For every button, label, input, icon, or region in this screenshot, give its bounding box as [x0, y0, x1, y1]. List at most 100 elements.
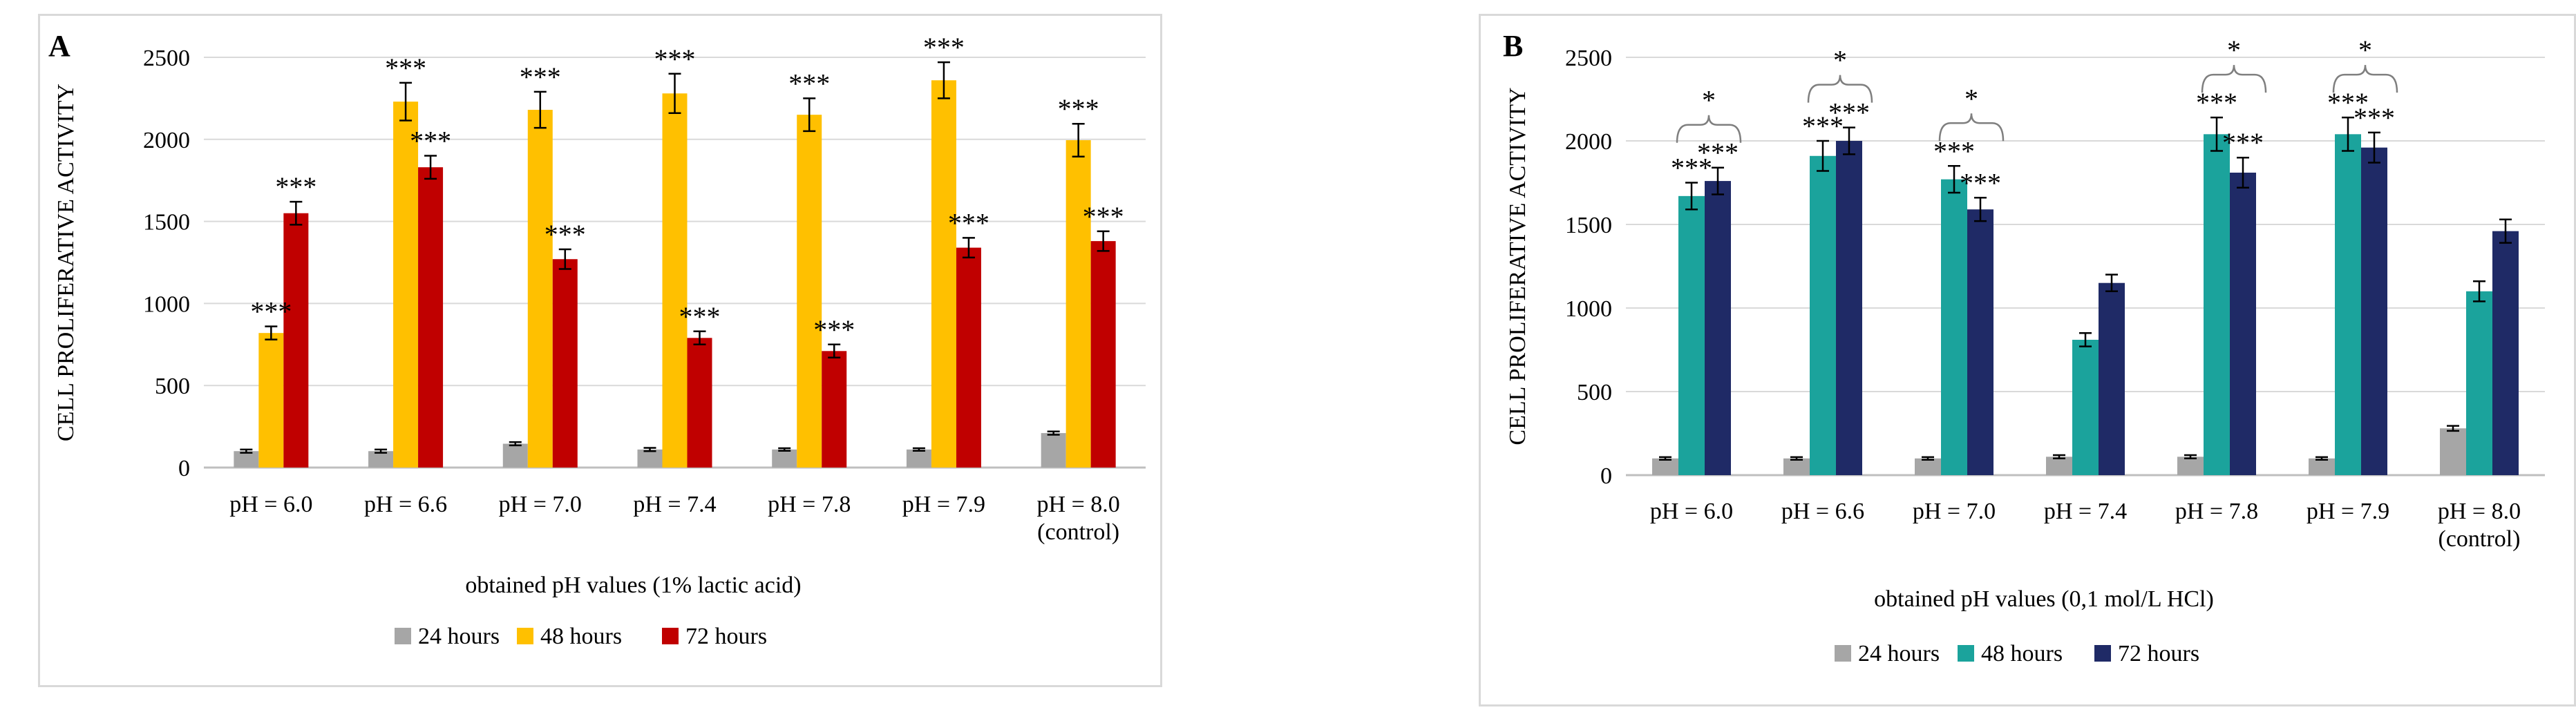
bar-24-hours — [1915, 458, 1941, 475]
y-tick-label: 2500 — [143, 46, 190, 71]
y-tick-label: 500 — [155, 374, 190, 399]
bar-48-hours — [2204, 134, 2230, 475]
significance-label: *** — [923, 32, 965, 63]
significance-label: *** — [544, 219, 586, 250]
x-tick-label: pH = 7.9 — [902, 492, 985, 517]
bar-48-hours — [1810, 155, 1836, 475]
bar-48-hours — [527, 110, 553, 468]
bar-72-hours — [1836, 141, 1862, 475]
bar-72-hours — [552, 259, 578, 468]
significance-label: *** — [1828, 97, 1870, 128]
significance-label: *** — [2354, 102, 2395, 133]
x-axis-title: obtained pH values (1% lactic acid) — [465, 573, 801, 598]
comparison-bracket — [1676, 115, 1742, 143]
x-tick-label: (control) — [1037, 519, 1119, 545]
bar-72-hours — [1090, 241, 1116, 468]
legend-swatch — [1835, 645, 1851, 662]
bar-48-hours — [2466, 291, 2492, 475]
x-tick-label: pH = 7.4 — [633, 492, 716, 517]
y-axis-title: CELL PROLIFERATIVE ACTIVITY — [53, 84, 79, 441]
x-axis-title: obtained pH values (0,1 mol/L HCl) — [1874, 586, 2214, 612]
legend-swatch — [395, 628, 411, 644]
chart-svg-b: B 0 500 1000 1500 2000 2500 CELL PROLIFERATIVE … — [1503, 29, 2545, 666]
bar-24-hours — [637, 449, 663, 468]
legend-label: 72 hours — [685, 624, 767, 649]
legend-label: 24 hours — [1858, 641, 1940, 666]
significance-label: *** — [385, 52, 426, 84]
legend-label: 24 hours — [418, 624, 500, 649]
legend-label: 48 hours — [1981, 641, 2063, 666]
significance-label: *** — [1960, 167, 2001, 198]
comparison-bracket — [2332, 65, 2398, 93]
bar-48-hours — [1941, 179, 1967, 475]
bar-24-hours — [1783, 458, 1810, 475]
significance-label: *** — [1671, 153, 1712, 184]
x-tick-label: pH = 7.4 — [2044, 499, 2127, 524]
panel-label: A — [48, 29, 70, 63]
y-tick-label: 1500 — [1565, 213, 1612, 238]
bar-72-hours — [956, 247, 981, 468]
significance-label: *** — [813, 314, 855, 345]
chart-panel-b: B 0 500 1000 1500 2000 2500 CELL PROLIFERATIVE … — [1479, 14, 2576, 706]
legend-label: 48 hours — [540, 624, 622, 649]
bar-48-hours — [662, 93, 688, 468]
bar-24-hours — [502, 443, 528, 468]
bar-72-hours — [687, 338, 712, 468]
bar-48-hours — [931, 80, 956, 468]
bar-72-hours — [418, 167, 444, 468]
bar-24-hours — [772, 449, 797, 468]
comparison-bracket — [1807, 75, 1873, 103]
bar-72-hours — [283, 213, 309, 468]
y-tick-label: 1000 — [143, 291, 190, 317]
bar-24-hours — [2177, 456, 2204, 475]
x-tick-label: pH = 8.0 — [1037, 492, 1120, 517]
bar-24-hours — [2440, 428, 2466, 475]
significance-label: *** — [1083, 201, 1124, 232]
bar-24-hours — [1041, 433, 1066, 468]
y-tick-label: 2000 — [143, 128, 190, 153]
significance-label: *** — [520, 61, 561, 93]
significance-label: *** — [679, 301, 721, 332]
y-tick-label: 1500 — [143, 210, 190, 235]
bracket-significance-label: * — [1833, 45, 1847, 76]
y-tick-label: 0 — [178, 456, 190, 481]
bracket-significance-label: * — [2227, 35, 2241, 66]
significance-label: *** — [948, 207, 989, 238]
bar-72-hours — [822, 351, 847, 468]
legend-label: 72 hours — [2118, 641, 2199, 666]
significance-label: *** — [2222, 127, 2264, 158]
significance-label: *** — [1697, 137, 1739, 169]
bar-24-hours — [906, 449, 931, 468]
legend-swatch — [1958, 645, 1974, 662]
bar-72-hours — [2099, 282, 2125, 475]
y-tick-label: 500 — [1577, 380, 1612, 405]
significance-label: *** — [654, 44, 696, 75]
bar-72-hours — [2230, 172, 2256, 476]
bracket-significance-label: * — [1702, 85, 1716, 116]
chart-panel-a: A 0 500 1000 1500 2000 2500 CELL PROLIFERATIVE … — [38, 14, 1162, 687]
y-axis-title: CELL PROLIFERATIVE ACTIVITY — [1505, 87, 1531, 445]
bar-48-hours — [393, 102, 419, 468]
x-tick-label: pH = 6.6 — [1781, 499, 1864, 524]
x-tick-label: pH = 7.0 — [1913, 499, 1996, 524]
panel-label: B — [1503, 29, 1523, 63]
bar-24-hours — [2309, 458, 2335, 475]
y-tick-label: 0 — [1600, 463, 1612, 489]
bar-24-hours — [234, 451, 259, 468]
legend-swatch — [662, 628, 679, 644]
x-tick-label: pH = 6.6 — [364, 492, 447, 517]
bar-24-hours — [2046, 456, 2072, 475]
comparison-bracket — [2201, 65, 2267, 93]
legend-swatch — [517, 628, 533, 644]
bar-48-hours — [1066, 140, 1091, 468]
significance-label: *** — [788, 68, 830, 99]
y-tick-label: 2500 — [1565, 46, 1612, 71]
bar-24-hours — [1652, 458, 1678, 475]
y-tick-label: 1000 — [1565, 296, 1612, 322]
significance-label: *** — [275, 171, 316, 202]
chart-svg-a: A 0 500 1000 1500 2000 2500 CELL PROLIFERATIVE … — [48, 29, 1146, 649]
bar-48-hours — [2335, 134, 2361, 475]
y-tick-label: 2000 — [1565, 129, 1612, 155]
bar-24-hours — [368, 451, 394, 468]
x-tick-label: pH = 8.0 — [2438, 499, 2521, 524]
